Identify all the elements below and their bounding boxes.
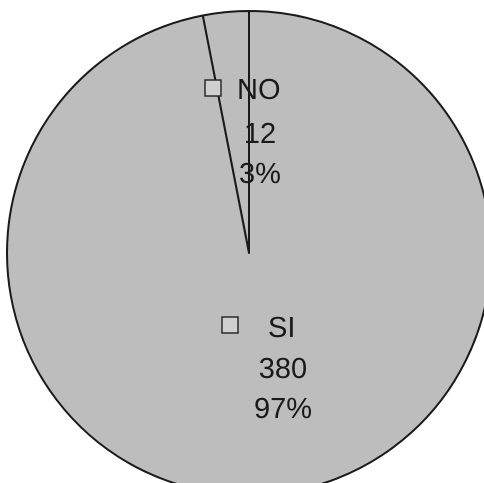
- pie-slice-si: [6, 10, 484, 483]
- no-category-label: NO: [237, 74, 281, 106]
- pie-slices: [6, 10, 484, 483]
- si-category-label: SI: [268, 312, 295, 344]
- no-percent-label: 3%: [239, 158, 281, 190]
- pie-labels: NO 12 3% SI 380 97%: [204, 74, 312, 425]
- no-count-label: 12: [244, 118, 276, 150]
- slice-label-si: SI 380 97%: [221, 312, 312, 425]
- si-percent-label: 97%: [254, 393, 312, 425]
- no-legend-marker: [204, 79, 222, 97]
- si-count-label: 380: [259, 353, 307, 385]
- slice-label-no: NO 12 3%: [204, 74, 281, 190]
- si-legend-marker: [221, 316, 239, 334]
